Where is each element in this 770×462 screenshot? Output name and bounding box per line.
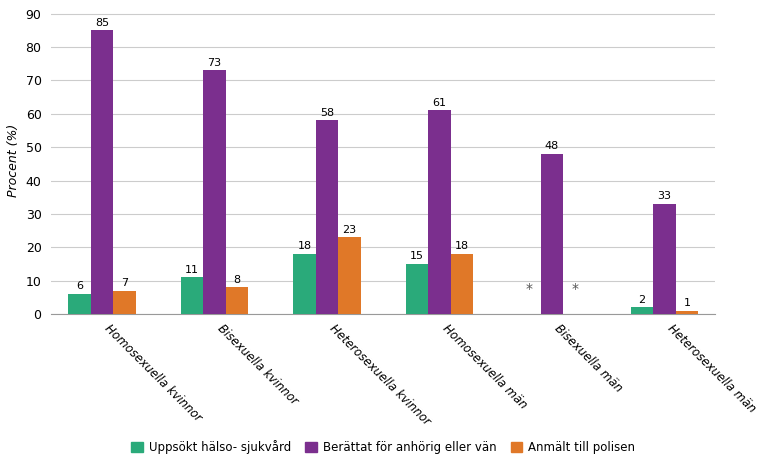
Text: 7: 7 — [121, 278, 128, 288]
Bar — [293, 254, 316, 314]
Text: 18: 18 — [455, 241, 469, 251]
Text: 2: 2 — [638, 295, 645, 305]
Text: 15: 15 — [410, 251, 424, 261]
Bar — [653, 204, 676, 314]
Bar — [113, 291, 136, 314]
Text: 85: 85 — [95, 18, 109, 28]
Text: 48: 48 — [545, 141, 559, 151]
Bar — [226, 287, 248, 314]
Text: *: * — [571, 282, 578, 296]
Bar — [406, 264, 428, 314]
Text: 1: 1 — [684, 298, 691, 308]
Text: 11: 11 — [185, 265, 199, 275]
Text: 33: 33 — [658, 191, 671, 201]
Text: 18: 18 — [297, 241, 312, 251]
Text: 58: 58 — [320, 108, 334, 118]
Legend: Uppsökt hälso- sjukvård, Berättat för anhörig eller vän, Anmält till polisen: Uppsökt hälso- sjukvård, Berättat för an… — [128, 437, 639, 458]
Bar — [428, 110, 450, 314]
Bar — [676, 311, 698, 314]
Bar — [203, 70, 226, 314]
Text: *: * — [526, 282, 533, 296]
Bar — [338, 237, 360, 314]
Text: 73: 73 — [207, 58, 222, 68]
Text: 6: 6 — [76, 281, 83, 292]
Bar — [181, 277, 203, 314]
Bar — [631, 308, 653, 314]
Bar — [316, 121, 338, 314]
Bar — [91, 30, 113, 314]
Bar — [450, 254, 474, 314]
Text: 23: 23 — [343, 225, 357, 235]
Text: 8: 8 — [233, 275, 240, 285]
Text: 61: 61 — [433, 98, 447, 108]
Y-axis label: Procent (%): Procent (%) — [7, 124, 20, 197]
Bar — [68, 294, 91, 314]
Bar — [541, 154, 564, 314]
